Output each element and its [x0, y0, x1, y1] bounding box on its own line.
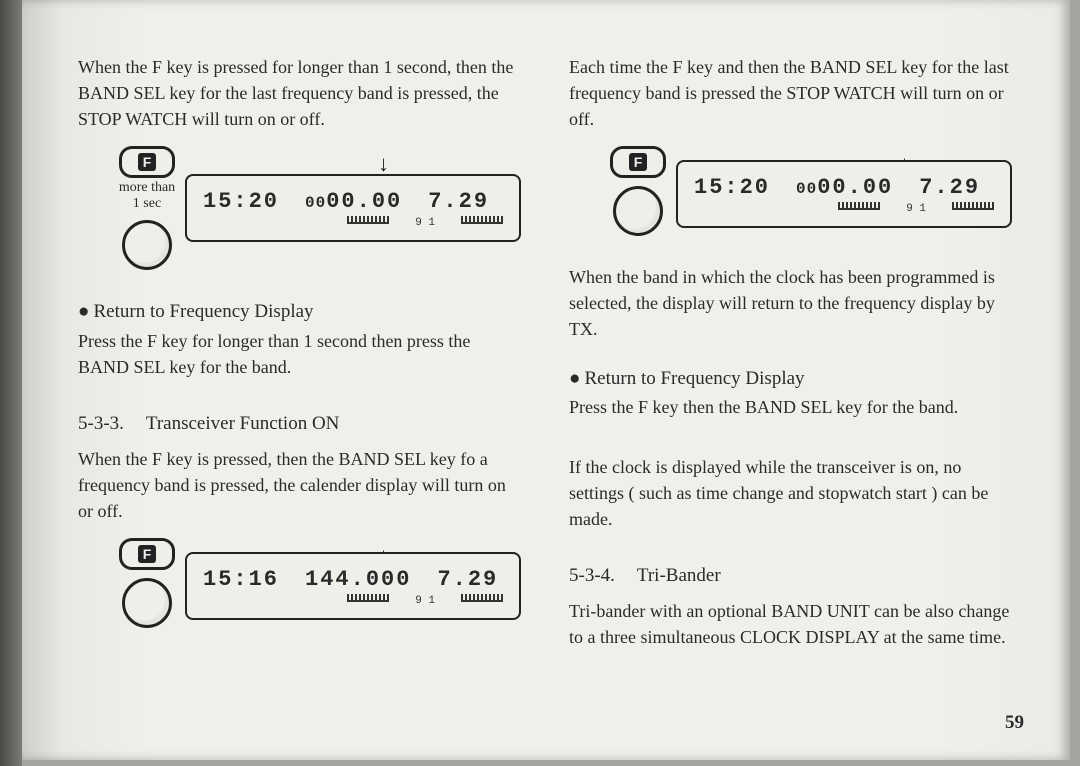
paragraph: When the F key is pressed for longer tha… — [78, 54, 521, 132]
lcd-right: 7.29 — [428, 186, 489, 218]
lcd-time: 15:20 — [694, 172, 770, 204]
sub-heading: Return to Frequency Display — [78, 298, 521, 326]
section-heading: 5-3-3.Transceiver Function ON — [78, 410, 521, 438]
dial-knob-icon — [122, 578, 172, 628]
page-number: 59 — [1005, 712, 1024, 734]
lcd-right: 7.29 — [437, 564, 498, 596]
sub-heading: Return to Frequency Display — [569, 365, 1012, 393]
f-key-icon: F — [119, 146, 175, 178]
right-column: Each time the F key and then the BAND SE… — [569, 54, 1012, 664]
lcd-display: 15:20 0000.00 7.29 9 1 — [185, 174, 521, 242]
lcd-display: 15:16 144.000 7.29 9 1 — [185, 552, 521, 620]
paragraph: When the band in which the clock has bee… — [569, 264, 1012, 342]
lcd-right: 7.29 — [919, 172, 980, 204]
diagram-calendar-toggle: F ↓ 15:16 144.000 7.29 9 1 — [78, 538, 521, 648]
f-key-icon: F — [119, 538, 175, 570]
lcd-display: 15:20 0000.00 7.29 9 1 — [676, 160, 1012, 228]
left-column: When the F key is pressed for longer tha… — [78, 54, 521, 664]
dial-knob-icon — [122, 220, 172, 270]
dial-knob-icon — [613, 186, 663, 236]
paragraph: Each time the F key and then the BAND SE… — [569, 54, 1012, 132]
paragraph: Tri-bander with an optional BAND UNIT ca… — [569, 598, 1012, 650]
paragraph: Press the F key for longer than 1 second… — [78, 328, 521, 380]
paragraph: Press the F key then the BAND SEL key fo… — [569, 394, 1012, 420]
lcd-time: 15:16 — [203, 564, 279, 596]
diagram-stopwatch-long-press: F more than 1 sec ↓ 15:20 0000.00 7.29 9… — [78, 146, 521, 276]
paragraph: If the clock is displayed while the tran… — [569, 454, 1012, 532]
paragraph: When the F key is pressed, then the BAND… — [78, 446, 521, 524]
lcd-time: 15:20 — [203, 186, 279, 218]
scanned-page: When the F key is pressed for longer tha… — [22, 0, 1070, 760]
diagram-stopwatch-tap: F ↓ 15:20 0000.00 7.29 9 1 — [569, 146, 1012, 256]
section-heading: 5-3-4.Tri-Bander — [569, 562, 1012, 590]
f-key-icon: F — [610, 146, 666, 178]
